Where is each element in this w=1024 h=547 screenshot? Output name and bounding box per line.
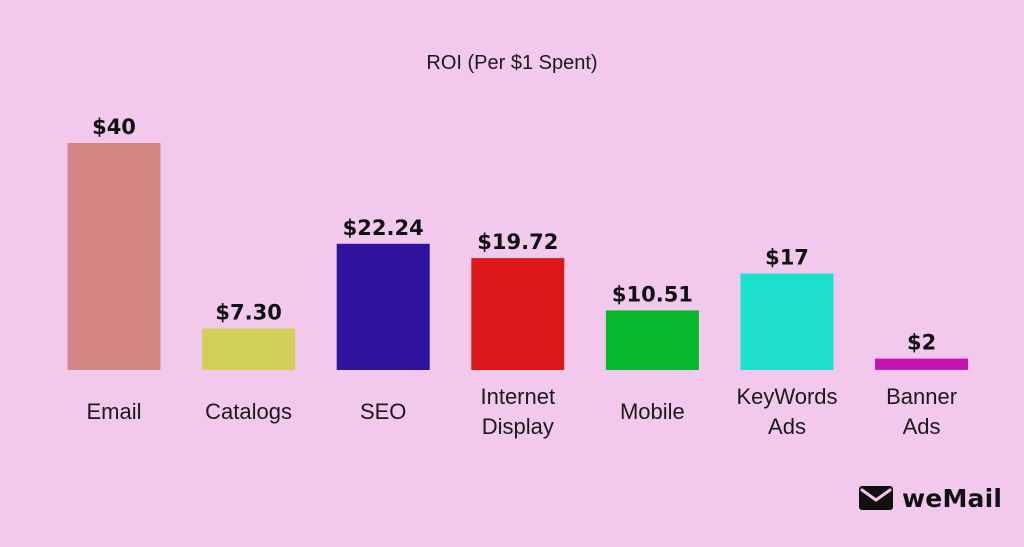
envelope-icon (859, 486, 893, 510)
category-label-3-1: Display (482, 414, 554, 439)
bar-5 (740, 273, 834, 370)
category-label-5-0: KeyWords (736, 384, 837, 409)
category-label-6-1: Ads (903, 414, 941, 439)
bar-value-label-6: $2 (907, 331, 936, 355)
bar-2 (336, 243, 430, 370)
category-label-1-0: Catalogs (205, 399, 292, 424)
chart-title: ROI (Per $1 Spent) (426, 52, 598, 74)
bar-value-label-5: $17 (765, 246, 809, 270)
brand-logo: weMail (858, 482, 1002, 514)
category-label-5-1: Ads (768, 414, 806, 439)
bar-value-label-1: $7.30 (215, 301, 281, 325)
bar-0 (67, 143, 161, 370)
bar-value-label-3: $19.72 (477, 230, 558, 254)
category-label-4-0: Mobile (620, 399, 685, 424)
category-label-6-0: Banner (886, 384, 957, 409)
bar-value-label-4: $10.51 (612, 282, 693, 306)
bar-3 (471, 258, 565, 370)
category-label-3-0: Internet (480, 384, 555, 409)
bar-value-label-2: $22.24 (343, 216, 424, 240)
brand-name: weMail (902, 483, 1003, 513)
bar-value-label-0: $40 (92, 115, 136, 139)
bar-6 (875, 358, 969, 370)
bar-4 (605, 310, 699, 370)
bar-1 (202, 328, 296, 370)
category-label-0-0: Email (86, 399, 141, 424)
category-label-2-0: SEO (360, 399, 406, 424)
